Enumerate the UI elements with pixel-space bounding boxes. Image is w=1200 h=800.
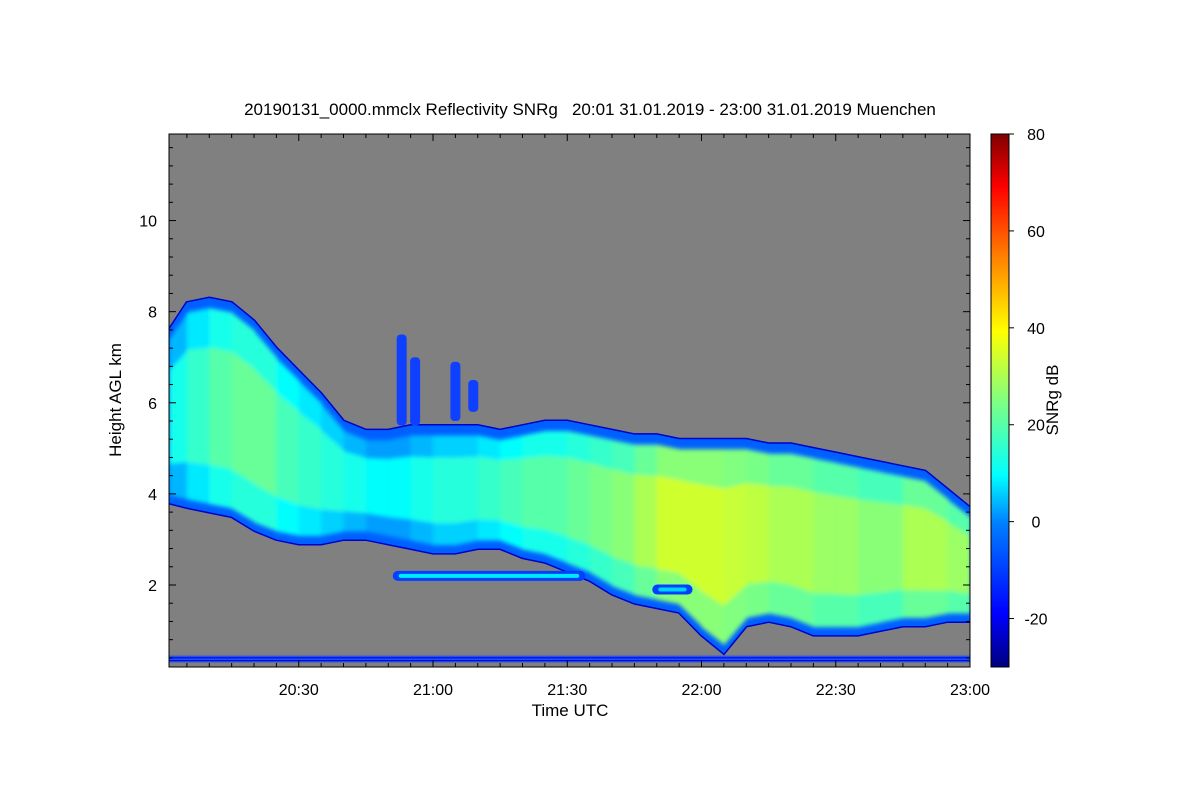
colorbar-tick-label: 60 (1027, 224, 1045, 241)
cloud-core (858, 499, 882, 596)
cloud-core (813, 492, 837, 595)
fall-streak (450, 361, 461, 421)
cloud-core (410, 456, 435, 524)
y-tick-label: 2 (148, 578, 157, 595)
cloud-core (701, 484, 725, 607)
colorbar-tick-label: 40 (1027, 321, 1045, 338)
x-axis-label: Time UTC (532, 701, 609, 720)
cloud-core (433, 457, 457, 524)
plot-frame (168, 133, 971, 668)
cloud-core (746, 482, 770, 585)
cloud-core (169, 349, 188, 464)
cloud-core (365, 458, 390, 517)
cloud-core (186, 347, 211, 465)
chart-title: 20190131_0000.mmclx Reflectivity SNRg 20… (244, 100, 936, 119)
lower-echo-core (658, 587, 687, 592)
surface-clutter (169, 655, 970, 663)
colorbar-axis: -20 0 20 40 60 80 (1009, 127, 1048, 629)
cloud-core (835, 495, 860, 596)
y-axis: 2 4 6 8 10 (139, 147, 970, 659)
cloud-core (254, 369, 278, 497)
y-tick-label: 8 (148, 305, 157, 322)
cloud-core (388, 456, 412, 520)
colorbar-tick-label: 80 (1027, 127, 1045, 144)
cloud-core (567, 457, 591, 546)
cloud-core (455, 456, 479, 524)
cloud-core (902, 504, 927, 591)
colorbar-tick-label: -20 (1024, 612, 1047, 629)
x-tick-label: 21:00 (413, 682, 453, 699)
cloud-core (298, 411, 323, 510)
cloud-core (768, 485, 793, 586)
cloud-core (947, 522, 970, 595)
clutter-band (169, 655, 970, 663)
fall-streak (410, 357, 421, 426)
cloud-core (723, 482, 748, 607)
cloud-core (209, 347, 233, 470)
cloud-core (589, 462, 614, 557)
cloud-core (880, 502, 904, 593)
cloud-core (791, 486, 815, 594)
x-tick-label: 22:00 (681, 682, 721, 699)
colorbar-label: SNRg dB (1043, 365, 1062, 436)
y-tick-label: 10 (139, 214, 157, 231)
y-tick-label: 6 (148, 396, 157, 413)
cloud-core (231, 351, 256, 485)
x-tick-label: 20:30 (279, 682, 319, 699)
lower-echo-core (398, 573, 580, 578)
cloud-core (343, 451, 367, 514)
cloud-core (544, 455, 569, 537)
y-axis-label: Height AGL km (106, 343, 125, 457)
cloud-core (321, 430, 345, 512)
y-tick-label: 4 (148, 487, 157, 504)
fall-streak (468, 380, 479, 412)
colorbar-tick-label: 20 (1027, 418, 1045, 435)
cloud-core (500, 458, 524, 527)
x-axis: 20:30 21:00 21:30 22:00 22:30 23:00 (186, 134, 990, 699)
cloud-core (634, 474, 658, 569)
x-tick-label: 21:30 (547, 682, 587, 699)
cloud-core (276, 392, 300, 505)
cloud-core (656, 475, 681, 574)
cloud-core (522, 455, 546, 530)
fall-streak (396, 334, 407, 426)
colorbar (990, 133, 1010, 668)
cloud-core (477, 456, 502, 521)
cloud-core (612, 469, 636, 566)
cloud-core (925, 508, 949, 591)
x-tick-label: 23:00 (950, 682, 990, 699)
cloud-core (679, 480, 703, 592)
colorbar-tick-label: 0 (1032, 515, 1041, 532)
x-tick-label: 22:30 (816, 682, 856, 699)
